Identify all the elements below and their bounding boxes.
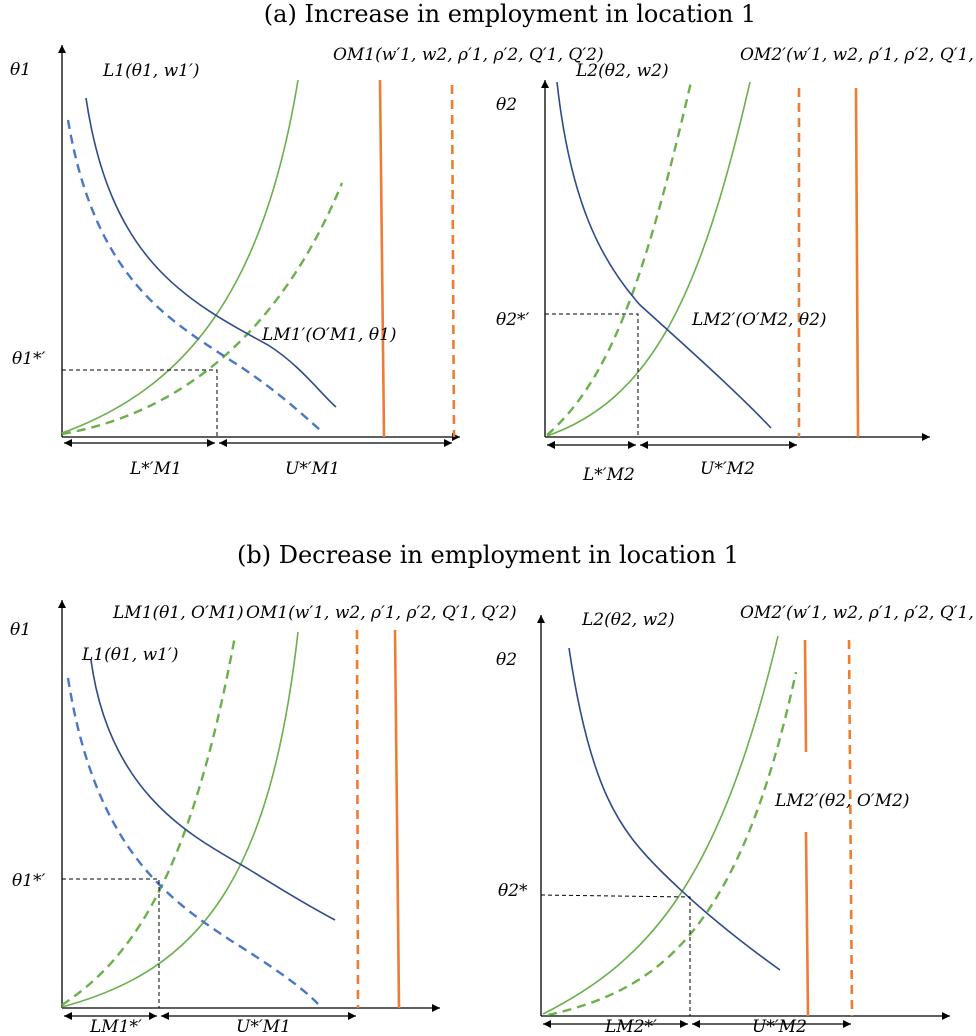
a1-labor-supply-label: L1(θ1, w1′) — [102, 61, 199, 81]
b2-unemployment-label: U*′M2 — [752, 1017, 807, 1036]
a1-theta-star-label: θ1*′ — [12, 349, 46, 369]
b2-labor-demand-curve — [542, 635, 779, 1015]
b2-outside-option-curve — [803, 639, 810, 1017]
b1-labor-demand-shifted-curve — [61, 635, 237, 1007]
panel-a-location-2: θ2 L2(θ2, w2) LM2′(O′M2, θ2) OM2′(w′1, w… — [496, 45, 976, 485]
b1-employment-label: LM1*′ — [89, 1017, 142, 1036]
b1-labor-supply-label: L1(θ1, w1′) — [81, 645, 178, 665]
a1-outside-option-shifted-curve — [450, 84, 456, 438]
a2-equilibrium-guide — [545, 313, 639, 437]
title-b: (b) Decrease in employment in location 1 — [237, 541, 739, 569]
b1-outside-option-label: OM1(w′1, w2, ρ′1, ρ′2, Q′1, Q′2) — [246, 603, 517, 623]
b1-theta-star-label: θ1*′ — [12, 871, 46, 891]
b1-labor-demand-label: LM1(θ1, O′M1) — [112, 603, 244, 623]
a2-unemployment-label: U*′M2 — [700, 459, 755, 479]
b2-employment-label: LM2*′ — [604, 1017, 657, 1036]
b1-labor-demand-curve — [61, 631, 299, 1008]
a2-labor-demand-curve — [546, 81, 751, 437]
b1-outside-option-curve — [355, 629, 360, 1009]
a1-labor-demand-shifted-curve — [61, 182, 344, 436]
a1-equilibrium-guide — [62, 369, 218, 437]
a2-outside-option-curve — [854, 87, 860, 438]
a2-labor-demand-label: LM2′(O′M2, θ2) — [691, 310, 827, 330]
b2-labor-demand-label: LM2′(θ2, O′M2) — [774, 791, 910, 811]
b2-equilibrium-guide — [540, 894, 691, 1016]
a1-labor-supply-curve — [85, 97, 337, 408]
a1-labor-supply-shifted-curve — [66, 119, 321, 431]
b2-outside-option-shifted-curve — [847, 639, 854, 1017]
panel-b-location-1: θ1 LM1(θ1, O′M1) L1(θ1, w1′) OM1(w′1, w2… — [10, 600, 517, 1036]
a1-employment-label: L*′M1 — [129, 459, 182, 479]
a2-labor-supply-curve — [556, 81, 772, 429]
b1-equilibrium-guide — [62, 878, 160, 1008]
a2-outside-option-label: OM2′(w′1, w2, ρ′1, ρ′2, Q′1, Q2′) — [740, 45, 976, 65]
b1-outside-option-shifted-curve — [393, 629, 401, 1009]
a2-labor-demand-shifted-curve — [546, 81, 693, 436]
b2-theta-star-label: θ2* — [498, 881, 528, 901]
a1-labor-demand-label: LM1′(O′M1, θ1) — [261, 325, 397, 345]
a2-theta-star-label: θ2*′ — [496, 310, 530, 330]
a1-labor-demand-curve — [61, 79, 299, 434]
panel-b-location-2: θ2 L2(θ2, w2) LM2′(θ2, O′M2) OM2′(w′1, w… — [496, 603, 976, 1036]
b2-y-axis-label: θ2 — [496, 650, 517, 670]
b2-outside-option-label: OM2′(w′1, w2, ρ′1, ρ′2, Q′1, Q2′) — [740, 603, 976, 623]
a2-y-axis-label: θ2 — [496, 95, 517, 115]
b1-labor-supply-shifted-curve — [66, 677, 319, 1005]
a2-labor-supply-label: L2(θ2, w2) — [575, 61, 669, 81]
a2-employment-label: L*′M2 — [582, 465, 635, 485]
title-a: (a) Increase in employment in location 1 — [264, 0, 756, 28]
b2-labor-supply-label: L2(θ2, w2) — [581, 610, 675, 630]
b1-y-axis-label: θ1 — [10, 620, 31, 640]
b1-unemployment-label: U*′M1 — [236, 1017, 291, 1036]
a1-outside-option-label: OM1(w′1, w2, ρ′1, ρ′2, Q′1, Q′2) — [333, 45, 604, 65]
a1-y-axis-label: θ1 — [10, 60, 31, 80]
b2-labor-supply-curve — [568, 647, 781, 971]
b2-labor-demand-shifted-curve — [547, 671, 798, 1017]
a1-outside-option-curve — [378, 79, 386, 438]
a1-unemployment-label: U*′M1 — [285, 459, 340, 479]
panel-a-location-1: θ1 L1(θ1, w1′) LM1′(O′M1, θ1) OM1(w′1, w… — [10, 45, 604, 479]
b1-labor-supply-curve — [90, 659, 336, 921]
